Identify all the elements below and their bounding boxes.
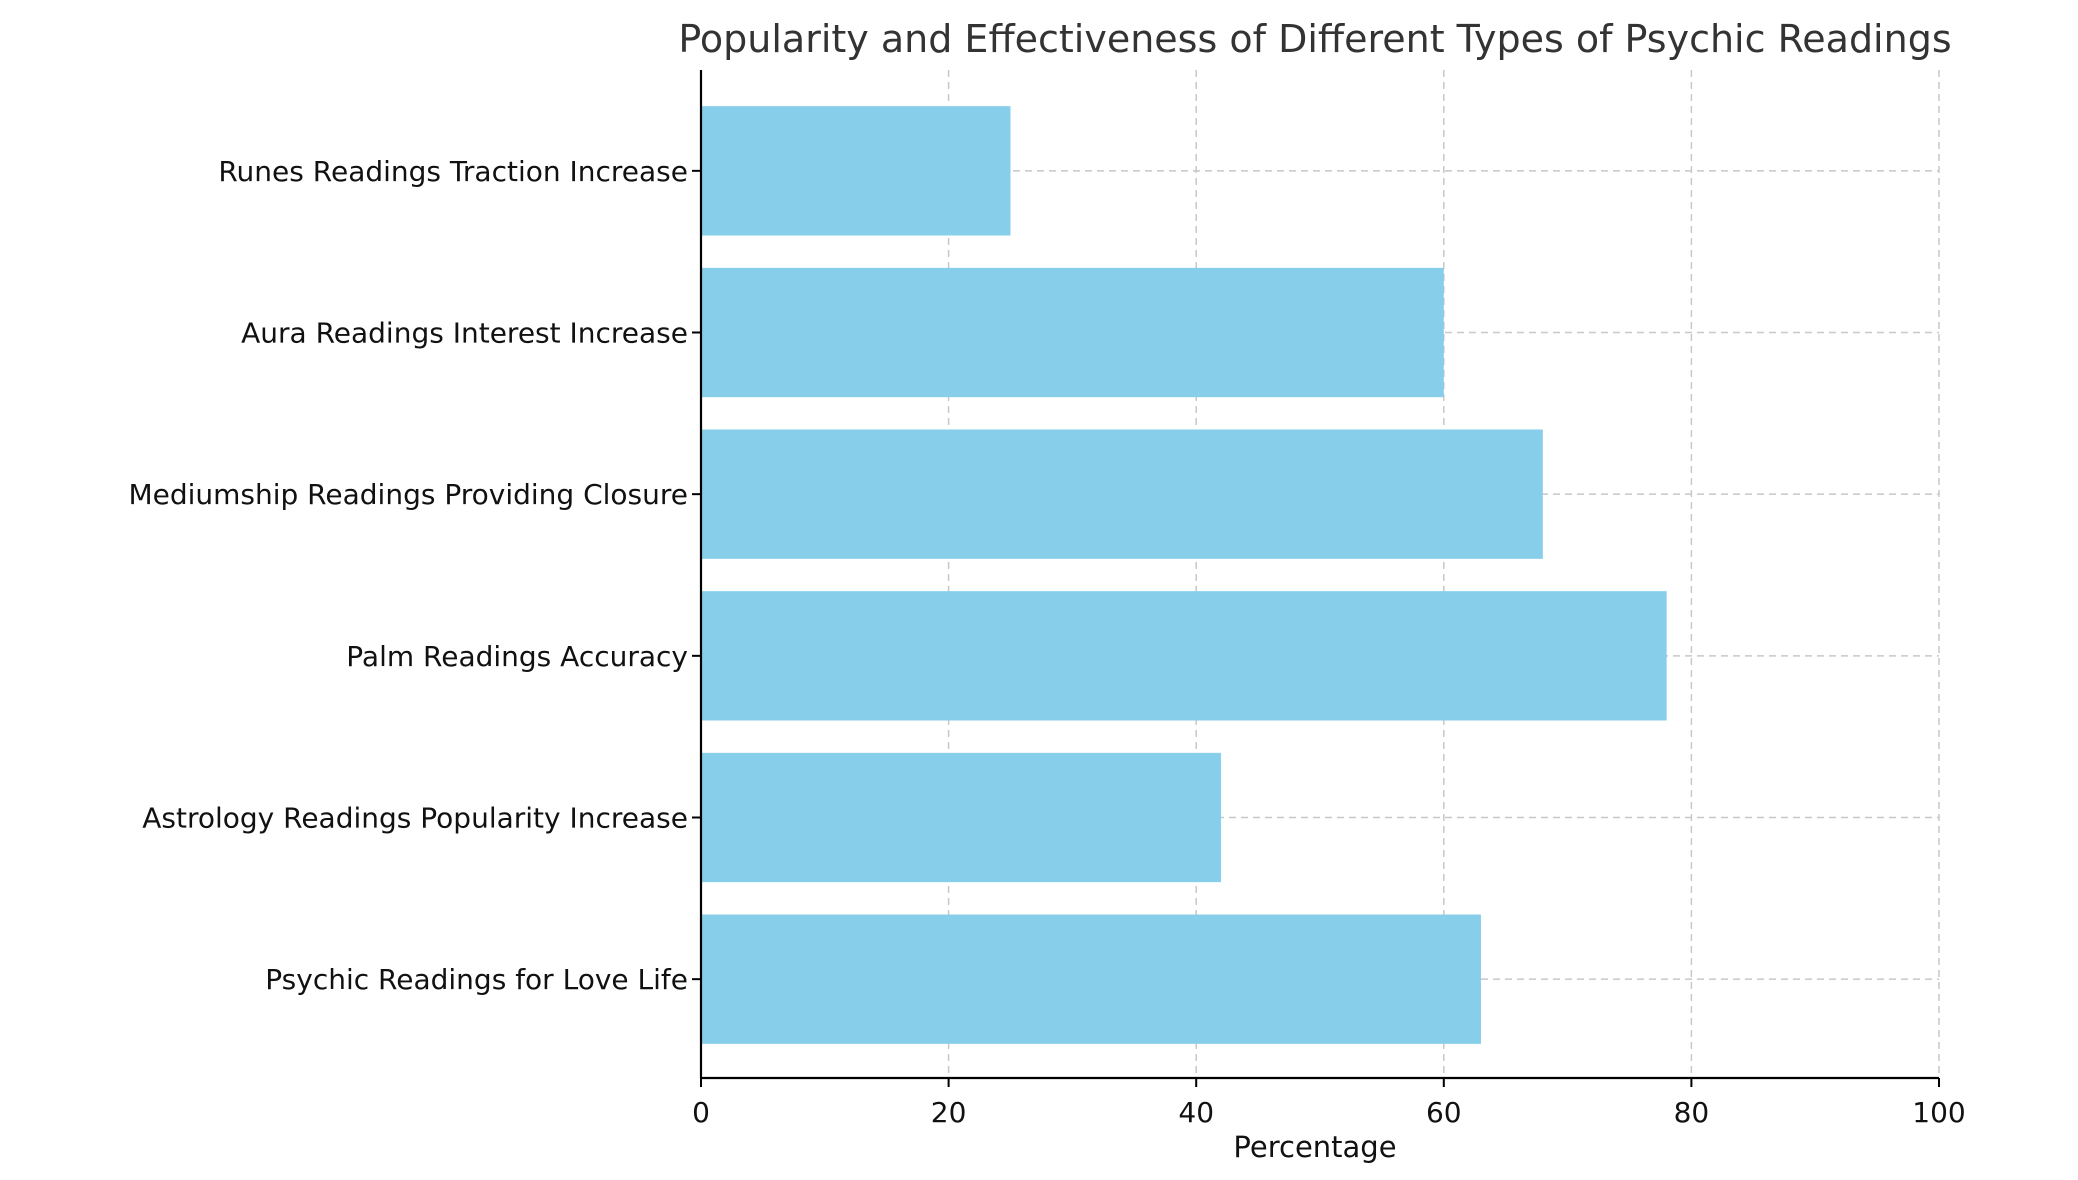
x-axis-label: Percentage (1233, 1130, 1396, 1164)
axis-layer: 0 20 40 60 80 100 Psychic Readings for Love Li… (128, 70, 1966, 1129)
bar (701, 106, 1011, 236)
x-tick-label: 0 (692, 1096, 710, 1129)
y-tick-label: Mediumship Readings Providing Closure (128, 478, 688, 511)
bar (701, 591, 1667, 721)
x-tick-label: 60 (1426, 1096, 1462, 1129)
y-tick-label: Runes Readings Traction Increase (218, 155, 688, 188)
x-tick-label: 20 (931, 1096, 967, 1129)
x-tick-label: 100 (1912, 1096, 1965, 1129)
bar (701, 267, 1444, 398)
y-tick-label: Psychic Readings for Love Life (265, 963, 688, 996)
x-tick-label: 40 (1178, 1096, 1214, 1129)
bar (701, 752, 1221, 883)
chart-title: Popularity and Effectiveness of Differen… (678, 17, 1951, 61)
y-tick-label: Aura Readings Interest Increase (241, 317, 688, 350)
bar (701, 429, 1543, 559)
bar (701, 914, 1481, 1044)
y-tick-label: Astrology Readings Popularity Increase (142, 802, 688, 835)
x-tick-label: 80 (1674, 1096, 1710, 1129)
y-tick-label: Palm Readings Accuracy (346, 640, 688, 673)
bar-layer (701, 106, 1667, 1044)
